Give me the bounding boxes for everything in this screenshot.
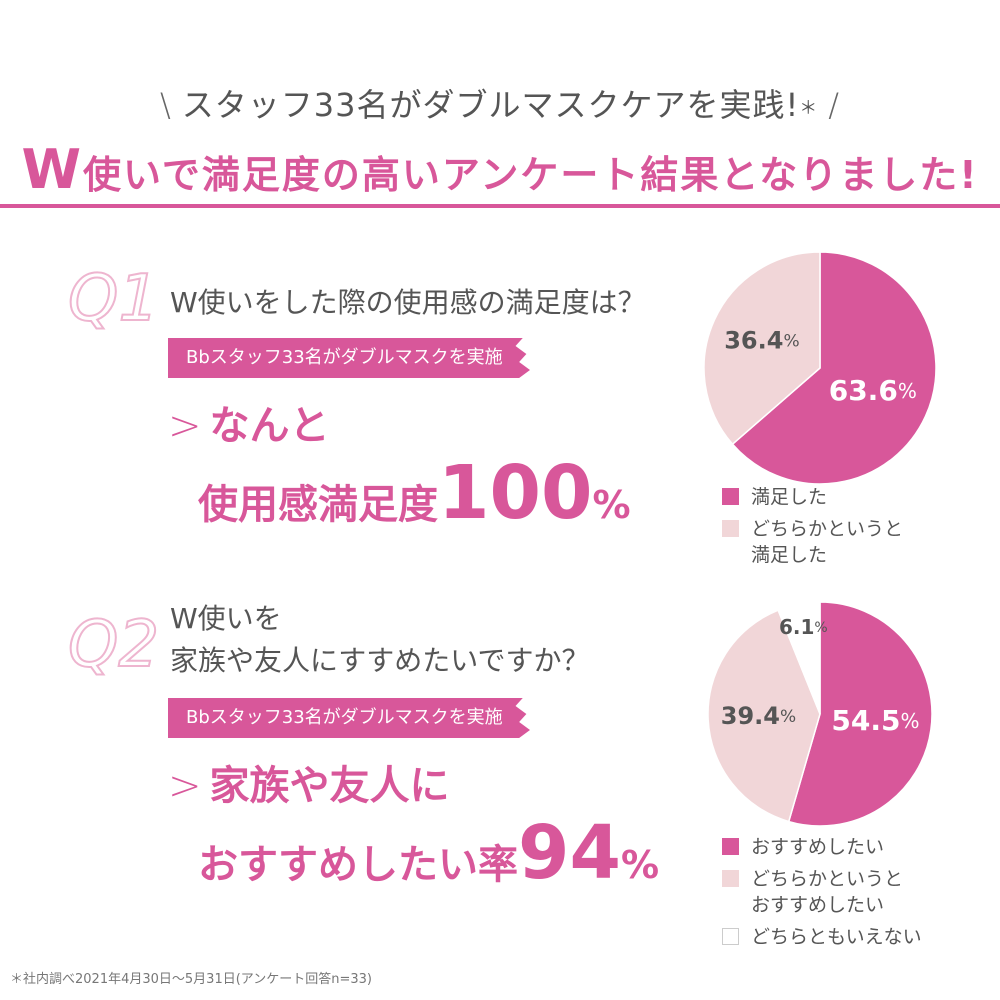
q1-label: Q1: [67, 261, 160, 337]
page-title: W使いで満足度の高いアンケート結果となりました!: [0, 138, 1000, 201]
q2-legend: おすすめしたい どちらかというと おすすめしたい どちらともいえない: [722, 834, 922, 950]
subtitle: \ スタッフ33名がダブルマスクケアを実践!＊ /: [0, 80, 1000, 126]
q2-legend-label-2: どちらかというと おすすめしたい: [751, 868, 904, 916]
q2-label: Q2: [67, 607, 160, 683]
q1-legend-label-1: 満足した: [751, 486, 828, 508]
q1-result-arrow: >: [168, 403, 202, 449]
q2-legend-item-3: どちらともいえない: [722, 924, 922, 950]
q2-question-line1: W使いを: [170, 602, 282, 635]
q1-legend: 満足した どちらかというと 満足した: [722, 484, 903, 568]
q2-result-line2: おすすめしたい率: [198, 842, 518, 888]
title-w: W: [21, 138, 84, 201]
q1-legend-swatch-1: [722, 488, 739, 505]
q1-result-value: 100: [438, 450, 593, 536]
q2-result-arrow: >: [168, 763, 202, 809]
q1-pie-slice-1: [731, 251, 937, 485]
q2-result-line1: 家族や友人に: [209, 763, 450, 809]
q2-result-unit: %: [620, 843, 660, 887]
q2-pie-slice-1: [787, 601, 933, 827]
q2-legend-label-1: おすすめしたい: [751, 836, 885, 858]
q1-result-line1: なんと: [209, 403, 330, 449]
q1-pie-chart: 63.6% 36.4%: [703, 251, 937, 485]
q1-pie-label-2: 36.4%: [724, 327, 799, 355]
title-text: 使いで満足度の高いアンケート結果となりました: [83, 153, 960, 197]
q2-question: W使いを 家族や友人にすすめたいですか？: [170, 598, 589, 682]
subtitle-text: スタッフ33名がダブルマスクケアを実践!: [181, 86, 800, 124]
q1-result-unit: %: [592, 483, 631, 527]
q1-result: > なんと 使用感満足度100%: [168, 400, 631, 531]
q2-pie-slice-2: [707, 609, 821, 823]
subtitle-mark: ＊: [799, 98, 819, 119]
header-divider: [0, 204, 1000, 208]
footnote: ＊社内調べ2021年4月30日〜5月31日(アンケート回答n=33): [10, 972, 373, 987]
title-bang: !: [959, 153, 979, 197]
q1-question: W使いをした際の使用感の満足度は？: [170, 286, 646, 319]
q2-result: > 家族や友人に おすすめしたい率94%: [168, 760, 659, 891]
q1-legend-label-2: どちらかというと 満足した: [751, 518, 904, 566]
q2-question-line2: 家族や友人にすすめたいですか？: [170, 644, 590, 677]
q2-pie-label-3: 6.1%: [779, 615, 828, 639]
q1-pie-slice-2: [703, 251, 821, 446]
q2-legend-item-1: おすすめしたい: [722, 834, 922, 860]
q2-legend-item-2: どちらかというと おすすめしたい: [722, 866, 922, 918]
q2-pie-slice-3: [777, 601, 821, 715]
q1-legend-swatch-2: [722, 520, 739, 537]
q2-legend-swatch-1: [722, 838, 739, 855]
q1-legend-item-2: どちらかというと 満足した: [722, 516, 903, 568]
q1-pie-label-1: 63.6%: [829, 374, 917, 407]
q2-pie-label-1: 54.5%: [831, 704, 919, 737]
q2-legend-label-3: どちらともいえない: [751, 926, 922, 948]
slash-right: /: [828, 86, 841, 124]
q1-result-line2: 使用感満足度: [198, 482, 438, 528]
slash-left: \: [159, 86, 172, 124]
q2-legend-swatch-2: [722, 870, 739, 887]
q2-pie-chart: 54.5% 39.4% 6.1%: [707, 601, 933, 827]
q2-pie-label-2: 39.4%: [721, 702, 796, 730]
q1-banner: Bbスタッフ33名がダブルマスクを実施: [168, 338, 530, 378]
q2-result-value: 94: [518, 810, 621, 896]
q2-banner: Bbスタッフ33名がダブルマスクを実施: [168, 698, 530, 738]
q2-legend-swatch-3: [722, 928, 739, 945]
q1-legend-item-1: 満足した: [722, 484, 903, 510]
